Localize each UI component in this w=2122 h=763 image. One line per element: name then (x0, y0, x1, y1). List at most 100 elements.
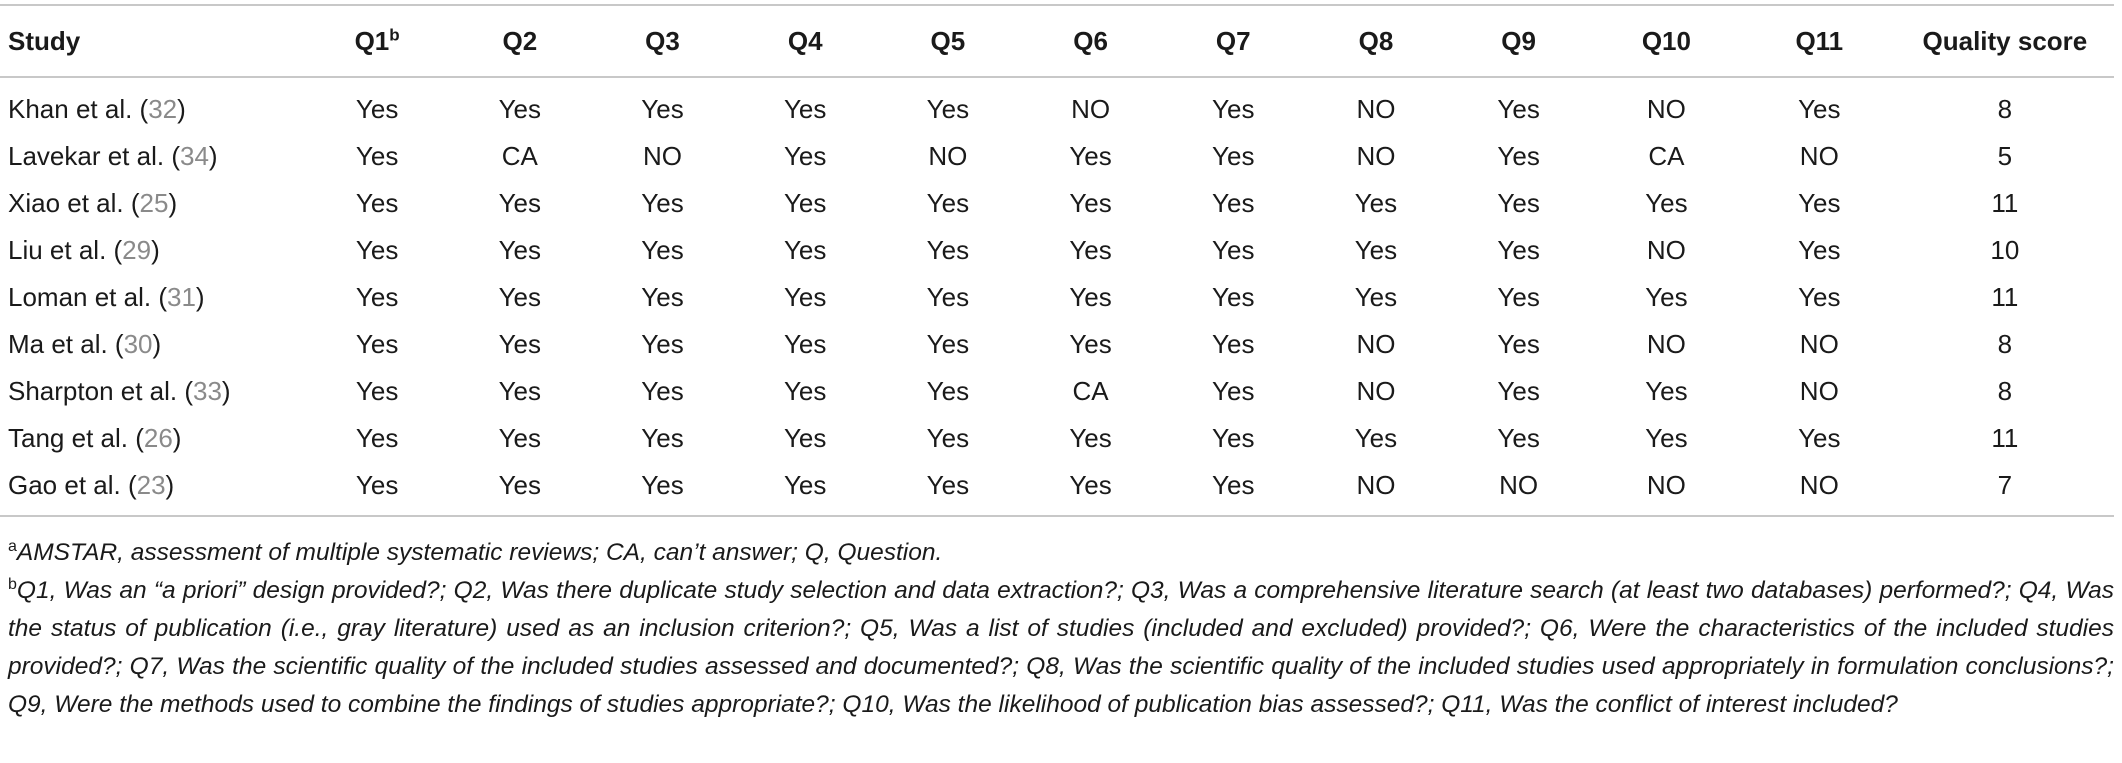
answer-cell-q7: Yes (1212, 423, 1255, 453)
column-header-quality-score: Quality score (1896, 5, 2114, 77)
column-header-label: Q10 (1641, 25, 1691, 56)
table-row: Sharpton et al. (33) Yes Yes Yes Yes Yes CA Yes… (0, 368, 2114, 415)
answer-cell-q10: NO (1646, 470, 1686, 500)
answer-cell-q9: Yes (1497, 235, 1540, 265)
answer-cell-q5: Yes (926, 470, 970, 500)
answer-cell-q2: Yes (498, 282, 542, 312)
answer-cell-q7: Yes (1212, 329, 1255, 359)
answer-cell-q11: Yes (1798, 423, 1841, 453)
column-header-q11: Q11 (1743, 5, 1896, 77)
quality-score-cell: 8 (1997, 94, 2013, 124)
answer-cell-q5: Yes (926, 235, 970, 265)
column-header-q6: Q6 (1019, 5, 1162, 77)
quality-score-cell: 5 (1997, 141, 2013, 171)
reference-close: ) (208, 141, 218, 171)
header-row: Study Q1b Q2 Q3 Q4 Q5 Q6 Q7 Q8 Q9 Q10 Q11 Quality sc… (0, 5, 2114, 77)
answer-cell-q3: Yes (641, 376, 684, 406)
answer-cell-q11: NO (1799, 470, 1839, 500)
column-header-q7: Q7 (1162, 5, 1305, 77)
footnote-b-text: Q1, Was an “a priori” design provided?; … (8, 577, 2114, 718)
answer-cell-q9: Yes (1497, 282, 1540, 312)
answer-cell-q9: Yes (1497, 94, 1540, 124)
footnote-a-text: AMSTAR, assessment of multiple systemati… (16, 539, 943, 566)
answer-cell-q8: NO (1356, 141, 1396, 171)
table-row: Khan et al. (32) Yes Yes Yes Yes Yes NO Yes NO Ye… (0, 77, 2114, 133)
quality-score-cell: 11 (1991, 282, 2019, 312)
study-name: Lavekar et al. ( (8, 141, 180, 171)
q1-footnote-mark: b (389, 24, 400, 44)
study-cell: Ma et al. (30) (0, 321, 306, 368)
answer-cell-q6: Yes (1069, 188, 1112, 218)
quality-score-cell: 11 (1991, 188, 2019, 218)
reference-number: 26 (143, 423, 173, 453)
study-name: Xiao et al. ( (8, 188, 140, 218)
answer-cell-q7: Yes (1212, 235, 1255, 265)
column-header-label: Study (8, 25, 81, 56)
answer-cell-q9: Yes (1497, 141, 1540, 171)
answer-cell-q4: Yes (783, 141, 827, 171)
answer-cell-q8: Yes (1354, 282, 1398, 312)
column-header-label: Q11 (1795, 25, 1844, 56)
answer-cell-q1: Yes (355, 376, 399, 406)
reference-close: ) (152, 329, 162, 359)
answer-cell-q8: NO (1356, 376, 1396, 406)
answer-cell-q10: CA (1648, 141, 1685, 171)
answer-cell-q11: NO (1799, 376, 1839, 406)
answer-cell-q5: Yes (926, 188, 970, 218)
table-row: Liu et al. (29) Yes Yes Yes Yes Yes Yes Yes Yes Y… (0, 227, 2114, 274)
reference-number: 32 (148, 94, 178, 124)
answer-cell-q11: Yes (1798, 235, 1841, 265)
footnote-a-mark: a (8, 537, 17, 555)
answer-cell-q6: Yes (1069, 329, 1112, 359)
answer-cell-q2: Yes (498, 235, 542, 265)
answer-cell-q4: Yes (783, 376, 827, 406)
answer-cell-q11: NO (1799, 141, 1839, 171)
answer-cell-q11: Yes (1798, 94, 1841, 124)
table-row: Ma et al. (30) Yes Yes Yes Yes Yes Yes Yes NO Yes… (0, 321, 2114, 368)
reference-number: 33 (193, 376, 222, 406)
study-cell: Lavekar et al. (34) (0, 133, 306, 180)
column-header-q10: Q10 (1590, 5, 1743, 77)
answer-cell-q2: Yes (498, 329, 542, 359)
reference-number: 25 (139, 188, 169, 218)
answer-cell-q10: NO (1646, 94, 1686, 124)
answer-cell-q9: Yes (1497, 423, 1540, 453)
answer-cell-q3: Yes (641, 282, 684, 312)
reference-close: ) (221, 376, 231, 406)
answer-cell-q1: Yes (355, 94, 399, 124)
answer-cell-q3: NO (643, 141, 682, 171)
answer-cell-q5: Yes (926, 94, 970, 124)
reference-number: 23 (136, 470, 166, 500)
answer-cell-q5: Yes (926, 282, 970, 312)
answer-cell-q1: Yes (355, 423, 399, 453)
answer-cell-q1: Yes (355, 141, 399, 171)
reference-number: 29 (122, 235, 152, 265)
column-header-label: Q2 (502, 25, 538, 56)
column-header-label: Q8 (1358, 25, 1394, 56)
answer-cell-q8: NO (1356, 470, 1396, 500)
reference-close: ) (177, 94, 186, 124)
answer-cell-q11: Yes (1798, 282, 1841, 312)
answer-cell-q4: Yes (783, 282, 827, 312)
answer-cell-q2: Yes (498, 470, 542, 500)
answer-cell-q10: Yes (1645, 282, 1688, 312)
quality-score-cell: 10 (1990, 235, 2020, 265)
answer-cell-q6: NO (1071, 94, 1111, 124)
answer-cell-q10: Yes (1645, 188, 1688, 218)
answer-cell-q10: NO (1646, 235, 1686, 265)
study-name: Gao et al. ( (8, 470, 137, 500)
answer-cell-q4: Yes (783, 329, 827, 359)
answer-cell-q7: Yes (1212, 376, 1255, 406)
amstar-quality-table: Study Q1b Q2 Q3 Q4 Q5 Q6 Q7 Q8 Q9 Q10 Q11 Quality sc… (0, 4, 2114, 517)
column-header-q5: Q5 (877, 5, 1020, 77)
answer-cell-q10: Yes (1645, 376, 1688, 406)
column-header-q3: Q3 (591, 5, 734, 77)
answer-cell-q6: Yes (1069, 235, 1112, 265)
answer-cell-q11: Yes (1798, 188, 1841, 218)
answer-cell-q5: Yes (926, 329, 970, 359)
column-header-label: Q6 (1073, 25, 1108, 56)
answer-cell-q9: Yes (1497, 329, 1540, 359)
answer-cell-q5: Yes (926, 423, 970, 453)
answer-cell-q1: Yes (355, 282, 399, 312)
